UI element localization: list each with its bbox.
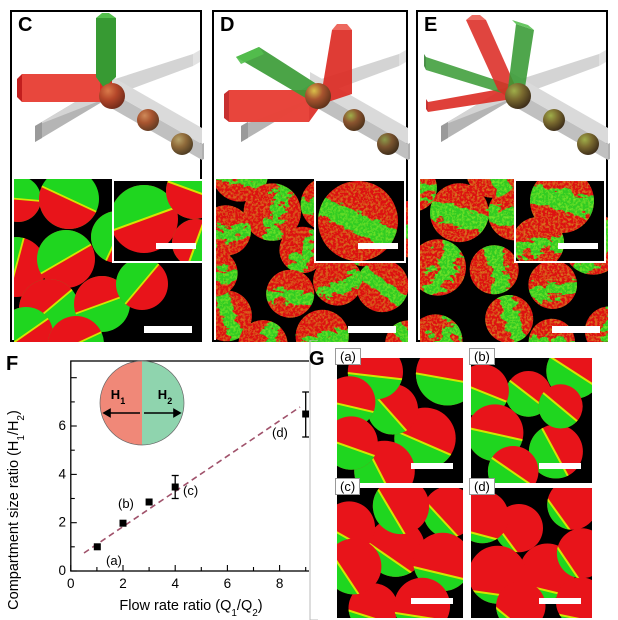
svg-text:(b): (b): [118, 496, 134, 511]
svg-text:0: 0: [67, 576, 75, 591]
svg-text:(c): (c): [183, 483, 198, 498]
svg-text:Flow rate ratio (Q1/Q2): Flow rate ratio (Q1/Q2): [119, 598, 262, 619]
svg-text:2: 2: [58, 515, 66, 530]
svg-text:4: 4: [58, 466, 66, 481]
svg-text:6: 6: [224, 576, 232, 591]
svg-text:(a): (a): [106, 553, 122, 568]
svg-text:Compartment size ratio (H1/H2): Compartment size ratio (H1/H2): [6, 410, 27, 610]
svg-text:4: 4: [171, 576, 179, 591]
svg-text:(d): (d): [272, 425, 288, 440]
svg-text:8: 8: [276, 576, 284, 591]
svg-text:0: 0: [58, 563, 66, 578]
svg-text:6: 6: [58, 418, 66, 433]
svg-text:2: 2: [119, 576, 127, 591]
